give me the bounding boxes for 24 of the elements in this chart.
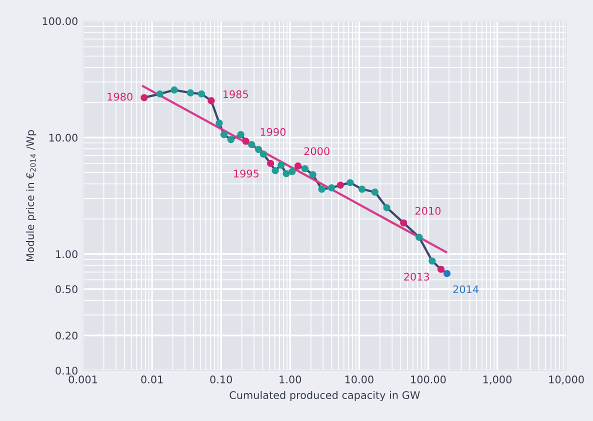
y-tick-label: 0.10 — [56, 366, 78, 375]
x-tick-label: 0.01 — [141, 376, 163, 384]
x-tick-label: 1.00 — [280, 376, 302, 384]
x-tick-label: 1,000 — [484, 376, 512, 384]
y-tick-label: 0.20 — [56, 332, 78, 340]
x-axis-title: Cumulated produced capacity in GW — [230, 390, 420, 402]
y-tick-label: 0.50 — [56, 285, 78, 294]
annotation: 2014 — [453, 285, 478, 294]
x-tick-label: 0.001 — [68, 376, 97, 384]
x-tick-label: 0.10 — [210, 376, 232, 384]
x-tick-label: 10,000 — [549, 376, 584, 384]
annotation: 2013 — [404, 272, 430, 281]
annotation: 1990 — [260, 128, 286, 136]
annotation: 2000 — [304, 147, 330, 156]
annotation: 2010 — [415, 206, 441, 215]
x-tick-label: 100.00 — [411, 376, 446, 384]
y-axis-title: Module price in €$_{2014}$ /Wp — [26, 130, 36, 262]
y-tick-label: 10.00 — [49, 134, 78, 142]
y-tick-label: 1.00 — [56, 250, 78, 258]
x-tick-label: 10.00 — [345, 376, 374, 384]
y-tick-label: 100.00 — [42, 17, 78, 26]
annotation: 1980 — [108, 92, 132, 101]
annotation: 1985 — [224, 90, 248, 98]
annotation: 1995 — [234, 170, 259, 178]
